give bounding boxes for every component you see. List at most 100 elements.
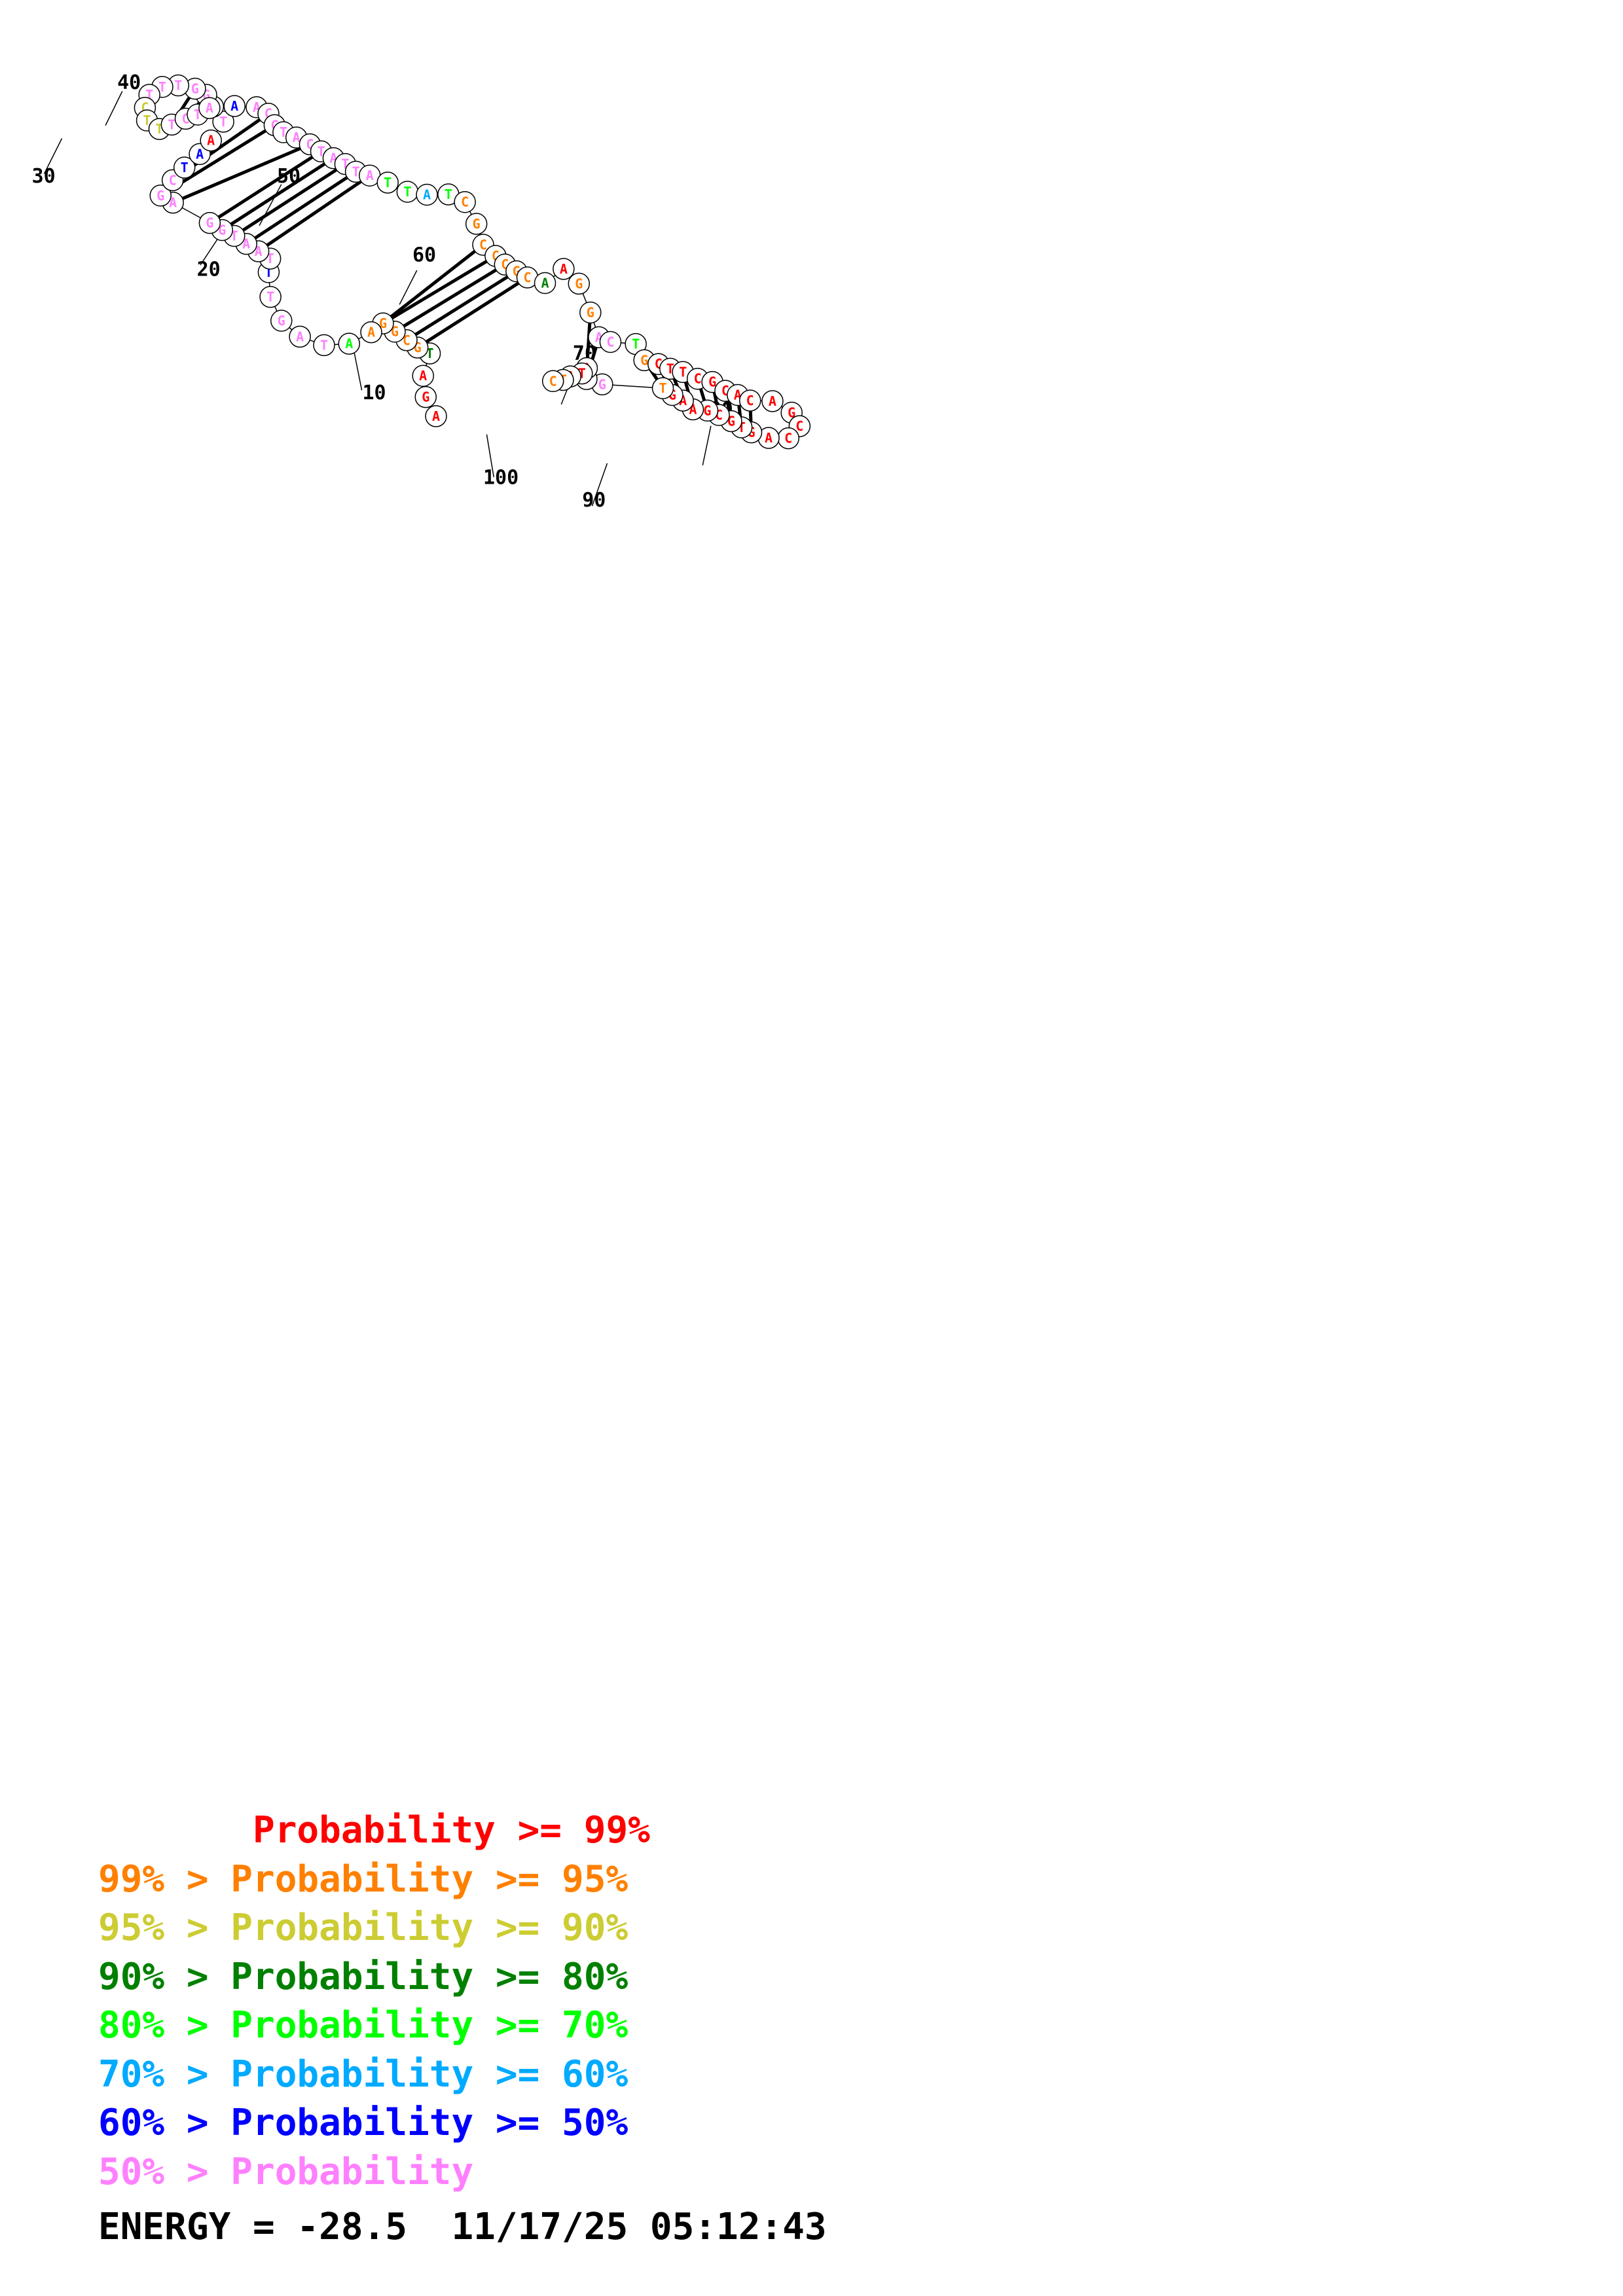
nucleotide-circle <box>270 310 293 332</box>
nucleotide-11: T <box>313 334 335 357</box>
nucleotide-circle <box>198 97 221 119</box>
nucleotide-base: A <box>366 168 374 183</box>
legend-row-2: 99% > Probability >= 95% <box>98 1857 629 1901</box>
nucleotide-circle <box>761 390 784 412</box>
base-pair-bond <box>245 170 357 245</box>
nucleotide-circle <box>360 321 382 344</box>
energy-timestamp-line: ENERGY = -28.5 11/17/25 05:12:43 <box>98 2206 827 2248</box>
nucleotide-circle <box>412 365 434 387</box>
nucleotide-circle <box>416 183 438 206</box>
nucleotide-base: T <box>168 117 175 132</box>
nucleotide-2: G <box>414 386 437 408</box>
nucleotide-base: A <box>196 146 204 162</box>
nucleotide-base: A <box>207 133 215 149</box>
nucleotide-base: T <box>181 160 189 175</box>
nucleotide-80: C <box>739 389 761 412</box>
legend-row-4: 90% > Probability >= 80% <box>98 1955 629 1998</box>
nucleotide-circle <box>289 325 311 348</box>
position-label-30: 30 <box>32 165 56 188</box>
nucleotide-circle <box>223 95 246 117</box>
nucleotide-base: C <box>523 270 531 285</box>
nucleotide-base: T <box>659 380 666 396</box>
nucleotide-3: A <box>412 365 434 387</box>
nucleotide-21: G <box>198 211 221 234</box>
base-pair-bond <box>382 254 497 325</box>
position-tick <box>702 425 712 466</box>
nucleotide-circle <box>173 156 196 179</box>
nucleotide-base: T <box>403 184 411 200</box>
nucleotide-base: T <box>174 78 182 94</box>
nucleotide-circle <box>425 405 447 427</box>
nucleotide-59: G <box>465 213 488 235</box>
position-label-40: 40 <box>117 71 141 94</box>
nucleotide-base: T <box>632 336 640 352</box>
legend-row-3: 95% > Probability >= 90% <box>98 1907 629 1949</box>
nucleotide-base: G <box>278 313 285 329</box>
nucleotide-101: C <box>541 370 564 393</box>
legend-row-8: 50% > Probability <box>98 2150 474 2193</box>
nucleotide-23: G <box>149 185 172 207</box>
nucleotide-base: A <box>206 100 213 116</box>
base-pair-bond <box>405 270 518 342</box>
nucleotide-81: A <box>761 390 784 412</box>
nucleotide-42: A <box>223 95 246 117</box>
position-tick <box>353 349 363 391</box>
nucleotide-base: G <box>587 304 594 320</box>
nucleotide-base: A <box>419 368 427 384</box>
nucleotide-base: T <box>280 124 287 140</box>
position-tick <box>259 184 282 226</box>
nucleotide-base: G <box>206 215 213 231</box>
base-pair-bond <box>257 174 371 253</box>
base-pair-bond <box>416 276 528 350</box>
nucleotide-54: T <box>376 171 399 194</box>
nucleotide-circle <box>338 332 360 355</box>
position-tick <box>399 270 418 305</box>
position-label-50: 50 <box>277 165 301 188</box>
rna-secondary-structure-diagram: 102030405060708090100 AGATGCGGAATAGTTTAA… <box>32 71 811 512</box>
nucleotide-13: G <box>270 310 293 332</box>
legend-row-7: 60% > Probability >= 50% <box>98 2102 629 2144</box>
nucleotide-circle <box>465 213 488 235</box>
nucleotide-base: C <box>694 371 702 387</box>
nucleotide-base: T <box>384 175 392 190</box>
nucleotide-circle <box>541 370 564 393</box>
nucleotide-12: A <box>289 325 311 348</box>
nucleotide-10: A <box>338 332 360 355</box>
nucleotide-circle <box>259 285 282 308</box>
nucleotide-base: G <box>379 315 387 331</box>
nucleotide-66: A <box>553 258 575 280</box>
nucleotide-base: A <box>423 187 431 202</box>
position-tick <box>591 463 608 507</box>
nucleotide-base: T <box>158 79 166 95</box>
nucleotide-circle <box>568 272 590 295</box>
nucleotide-circle <box>599 331 622 353</box>
nucleotide-56: A <box>416 183 438 206</box>
nucleotide-25: T <box>173 156 196 179</box>
nucleotide-67: G <box>568 272 590 295</box>
nucleotide-base: G <box>598 376 606 392</box>
nucleotide-base: C <box>795 418 803 434</box>
position-labels: 102030405060708090100 <box>32 71 733 512</box>
nucleotide-28: T <box>212 111 234 133</box>
nucleotides: AGATGCGGAATAGTTTAATGGAGCTAATGGGTTTCTTTCT… <box>134 74 811 450</box>
nucleotide-68: G <box>579 301 602 324</box>
nucleotide-base: A <box>769 393 776 409</box>
nucleotide-circle <box>212 111 234 133</box>
position-label-60: 60 <box>412 244 436 267</box>
nucleotide-base: A <box>432 408 440 424</box>
nucleotide-circle <box>534 272 556 295</box>
nucleotide-94: T <box>651 377 674 399</box>
nucleotide-base: A <box>541 275 549 291</box>
nucleotide-base: A <box>296 329 304 344</box>
legend-row-1: Probability >= 99% <box>98 1809 650 1852</box>
nucleotide-circle <box>739 389 761 412</box>
nucleotide-base: T <box>143 113 151 128</box>
nucleotide-base: G <box>703 403 711 418</box>
nucleotide-base: G <box>191 81 199 96</box>
nucleotide-41: A <box>198 97 221 119</box>
nucleotide-55: T <box>396 181 419 203</box>
nucleotide-base: G <box>708 374 716 390</box>
nucleotide-circle <box>149 185 172 207</box>
nucleotide-base: C <box>606 334 614 350</box>
nucleotide-circle <box>200 129 222 152</box>
